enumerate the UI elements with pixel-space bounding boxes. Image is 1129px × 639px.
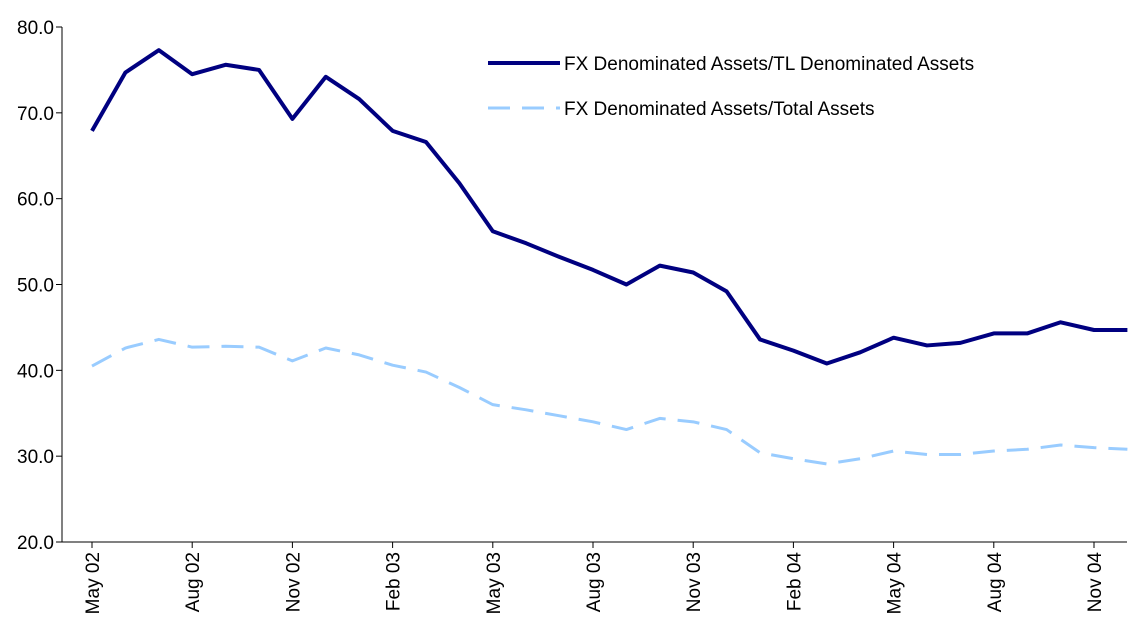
- y-tick-label: 50.0: [17, 276, 54, 297]
- y-tick-label: 60.0: [17, 190, 54, 211]
- x-tick-label: Nov 02: [283, 552, 304, 612]
- y-tick-label: 40.0: [17, 361, 54, 382]
- x-tick-label: May 04: [885, 552, 906, 615]
- legend-label: FX Denominated Assets/Total Assets: [564, 99, 875, 120]
- series-line: [91, 337, 1128, 466]
- x-tick-label: Aug 03: [584, 552, 605, 612]
- series-line: [90, 48, 1128, 366]
- x-tick-label: May 02: [83, 552, 104, 614]
- legend-label: FX Denominated Assets/TL Denominated Ass…: [564, 54, 974, 75]
- y-tick-label: 30.0: [17, 447, 54, 468]
- x-tick-label: Feb 04: [784, 552, 805, 612]
- x-tick-label: Nov 03: [684, 552, 705, 612]
- x-tick-label: May 03: [484, 552, 505, 614]
- x-tick-label: Aug 04: [985, 552, 1006, 613]
- x-tick-label: Aug 02: [183, 552, 204, 612]
- y-tick-label: 70.0: [17, 104, 54, 125]
- y-tick-label: 20.0: [17, 533, 54, 554]
- x-tick-label: Nov 04: [1085, 552, 1106, 613]
- x-tick-label: Feb 03: [384, 552, 405, 611]
- y-tick-label: 80.0: [17, 18, 54, 39]
